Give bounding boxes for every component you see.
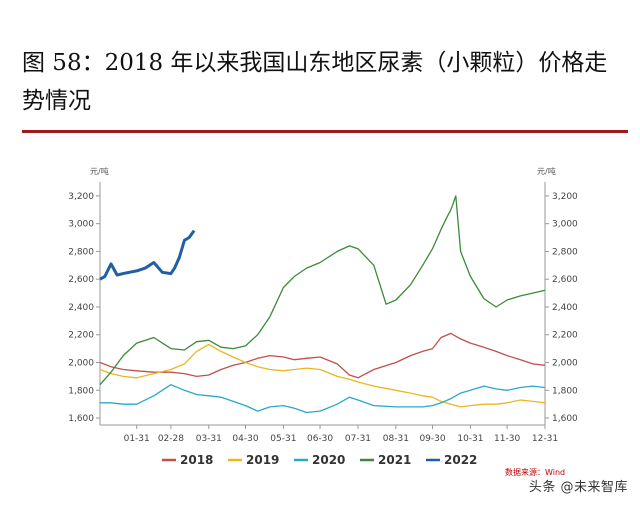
y-tick-label-left: 3,200: [68, 192, 94, 202]
legend: 2018 2019 2020 2021 2022: [162, 453, 477, 467]
left-y-ticks: 1,600 1,800 2,000 2,200 2,400 2,600 2,800 3,000…: [68, 192, 100, 424]
right-y-ticks: 1,600 1,800 2,000 2,200 2,400 2,600 2,800 3,000…: [545, 192, 578, 424]
legend-label-2020: 2020: [312, 453, 345, 467]
y-tick-label-left: 1,600: [68, 414, 94, 424]
x-tick-label: 02-28: [158, 434, 184, 444]
x-tick-label: 05-31: [270, 434, 296, 444]
y-tick-label-right: 2,800: [552, 247, 578, 257]
series-line-2020: [100, 384, 546, 414]
right-unit-label: 元/吨: [537, 166, 556, 176]
y-tick-label-left: 3,000: [68, 220, 94, 230]
x-tick-label: 10-31: [457, 434, 483, 444]
y-tick-label-left: 2,400: [68, 303, 94, 313]
y-tick-label-right: 2,200: [552, 331, 578, 341]
data-source: 数据来源：Wind: [505, 467, 565, 477]
series-line-2018: [99, 332, 546, 379]
x-tick-label: 01-31: [124, 434, 150, 444]
y-tick-label-right: 2,000: [552, 359, 578, 369]
watermark: 头条 @未来智库: [528, 480, 628, 495]
title-divider: [22, 130, 628, 133]
y-tick-label-left: 2,200: [68, 331, 94, 341]
y-tick-label-left: 2,000: [68, 359, 94, 369]
x-tick-label: 06-30: [307, 434, 333, 444]
x-ticks: 01-31 02-28 03-31 04-30 05-31 06-30 07-31 08-31…: [124, 425, 558, 444]
x-tick-label: 04-30: [232, 434, 258, 444]
legend-label-2019: 2019: [246, 453, 279, 467]
x-tick-label: 12-31: [532, 434, 558, 444]
series-lines: [99, 195, 546, 414]
series-line-2022: [99, 229, 196, 281]
x-tick-label: 09-30: [419, 434, 445, 444]
y-tick-label-right: 2,600: [552, 275, 578, 285]
y-tick-label-left: 2,800: [68, 247, 94, 257]
figure-title: 图 58：2018 年以来我国山东地区尿素（小颗粒）价格走势情况: [22, 50, 608, 114]
y-tick-label-right: 1,800: [552, 386, 578, 396]
legend-label-2021: 2021: [378, 453, 411, 467]
y-tick-label-left: 2,600: [68, 275, 94, 285]
legend-label-2018: 2018: [180, 453, 213, 467]
y-tick-label-right: 3,200: [552, 192, 578, 202]
x-tick-label: 08-31: [383, 434, 409, 444]
x-tick-label: 11-30: [494, 434, 520, 444]
series-line-2019: [99, 343, 546, 408]
series-line-2021: [99, 195, 546, 386]
y-tick-label-right: 2,400: [552, 303, 578, 313]
x-tick-label: 03-31: [196, 434, 222, 444]
y-tick-label-right: 3,000: [552, 220, 578, 230]
left-unit-label: 元/吨: [90, 166, 109, 176]
y-tick-label-right: 1,600: [552, 414, 578, 424]
y-tick-label-left: 1,800: [68, 386, 94, 396]
legend-label-2022: 2022: [444, 453, 477, 467]
x-tick-label: 07-31: [345, 434, 371, 444]
